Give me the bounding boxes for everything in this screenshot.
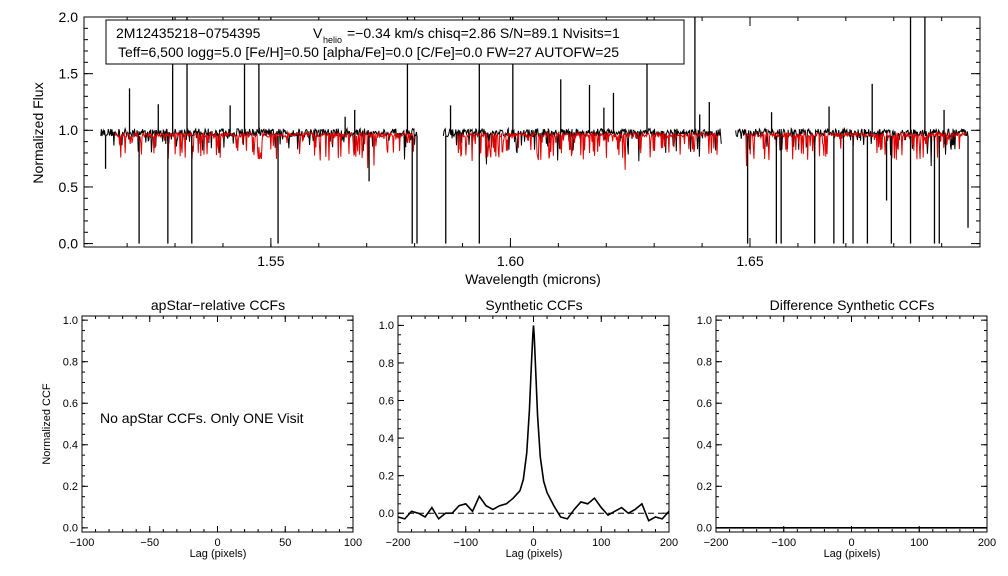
- apstar-ccf-xlabel: Lag (pixels): [190, 548, 247, 560]
- x-tick-label: 100: [344, 537, 362, 549]
- y-tick-label: 0.8: [379, 358, 394, 370]
- y-tick-label: 0.2: [697, 481, 712, 493]
- spectrum-annotation-box: 2M12435218−0754395 V helio =−0.34 km/s c…: [105, 19, 685, 65]
- y-tick-label: 0.4: [63, 440, 78, 452]
- spectrum-ylabel: Normalized Flux: [30, 82, 46, 183]
- y-tick-label: 0.4: [379, 433, 394, 445]
- y-tick-label: 1.5: [59, 66, 79, 82]
- x-tick-label: 50: [279, 537, 291, 549]
- y-tick-label: 0.0: [379, 508, 394, 520]
- y-tick-label: 0.6: [63, 398, 78, 410]
- spectrum-panel: 1.55 1.60 1.65 0.0 0.5 1.0 1.5 2.0 2M12435218−0…: [30, 9, 981, 287]
- y-tick-label: 0.4: [697, 440, 712, 452]
- synthetic-ccf-lines: [397, 325, 670, 522]
- y-tick-label: 0.8: [697, 357, 712, 369]
- model-spectrum-chip-red: [744, 130, 967, 166]
- y-tick-label: 0.6: [697, 398, 712, 410]
- difference-ccf-title: Difference Synthetic CCFs: [770, 297, 935, 313]
- x-tick-label: 200: [978, 537, 996, 549]
- spectrum-plot-frame: [83, 16, 981, 248]
- synthetic-ccf-panel: −200 −100 0 100 200 0.0 0.2 0.4 0.6 0.8 1.0 Synthe…: [379, 297, 678, 560]
- apstar-ccf-ticks: −100 −50 0 50 100 0.0 0.2 0.4 0.6 0.8 1.0: [63, 315, 362, 549]
- synthetic-ccf-line: [397, 325, 670, 522]
- x-tick-label: 200: [660, 537, 678, 549]
- y-tick-label: 0.2: [379, 471, 394, 483]
- annotation-line1-stats: =−0.34 km/s chisq=2.86 S/N=89.1 Nvisits=…: [347, 25, 620, 41]
- y-tick-label: 0.0: [697, 523, 712, 535]
- y-tick-label: 0.8: [63, 357, 78, 369]
- y-tick-label: 0.0: [59, 236, 79, 252]
- model-spectrum-chip-green: [457, 131, 720, 170]
- x-tick-label: −200: [704, 537, 729, 549]
- x-tick-label: −100: [453, 537, 478, 549]
- x-tick-label: 100: [592, 537, 610, 549]
- spectrum-ticks: 1.55 1.60 1.65 0.0 0.5 1.0 1.5 2.0: [59, 9, 980, 269]
- apstar-ccf-annotation: No apStar CCFs. Only ONE Visit: [100, 410, 304, 426]
- synthetic-ccf-xlabel: Lag (pixels): [506, 548, 563, 560]
- spectrum-xlabel: Wavelength (microns): [465, 271, 601, 287]
- x-tick-label: 0: [848, 537, 854, 549]
- synthetic-ccf-title: Synthetic CCFs: [485, 297, 582, 313]
- x-tick-label: −100: [70, 537, 95, 549]
- observed-spectrum-chip-green: [442, 126, 722, 165]
- y-tick-label: 0.6: [379, 395, 394, 407]
- x-tick-label: 1.60: [497, 253, 524, 269]
- difference-ccf-ticks: −200 −100 0 100 200 0.0 0.2 0.4 0.6 0.8 1.0: [697, 315, 996, 549]
- synthetic-ccf-ticks: −200 −100 0 100 200 0.0 0.2 0.4 0.6 0.8 1.0: [379, 315, 678, 549]
- x-tick-label: 0: [530, 537, 536, 549]
- x-tick-label: −200: [386, 537, 411, 549]
- apstar-ccf-ylabel: Normalized CCF: [41, 383, 53, 465]
- apstar-ccf-panel: −100 −50 0 50 100 0.0 0.2 0.4 0.6 0.8 1.0 apStar−r…: [41, 297, 362, 560]
- difference-ccf-xlabel: Lag (pixels): [824, 548, 881, 560]
- y-tick-label: 0.0: [63, 523, 78, 535]
- annotation-star-id: 2M12435218−0754395: [116, 25, 261, 41]
- x-tick-label: 1.55: [257, 253, 284, 269]
- annotation-vhelio-symbol: V: [313, 25, 323, 41]
- apstar-ccf-title: apStar−relative CCFs: [151, 297, 285, 313]
- y-tick-label: 1.0: [697, 315, 712, 327]
- x-tick-label: 0: [214, 537, 220, 549]
- y-tick-label: 0.5: [59, 179, 79, 195]
- x-tick-label: 100: [910, 537, 928, 549]
- annotation-vhelio-subscript: helio: [323, 35, 342, 45]
- x-tick-label: 1.65: [736, 253, 763, 269]
- y-tick-label: 1.0: [59, 122, 79, 138]
- difference-ccf-panel: −200 −100 0 100 200 0.0 0.2 0.4 0.6 0.8 1.0 Differ…: [697, 297, 996, 560]
- model-spectrum-chip-blue: [114, 130, 416, 169]
- y-tick-label: 0.2: [63, 481, 78, 493]
- x-tick-label: −100: [771, 537, 796, 549]
- y-tick-label: 2.0: [59, 9, 79, 25]
- y-tick-label: 1.0: [379, 320, 394, 332]
- annotation-line2-params: Teff=6,500 logg=5.0 [Fe/H]=0.50 [alpha/F…: [118, 44, 619, 60]
- x-tick-label: −50: [140, 537, 159, 549]
- y-tick-label: 1.0: [63, 315, 78, 327]
